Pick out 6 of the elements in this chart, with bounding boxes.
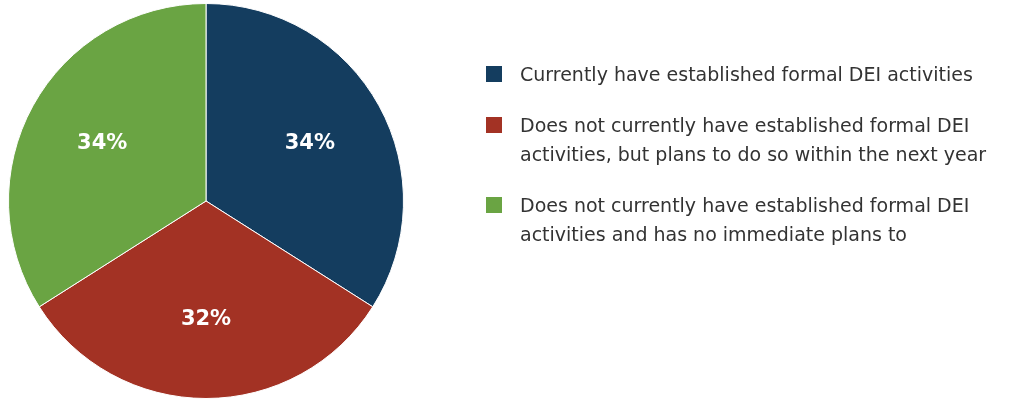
data-label: 34% bbox=[284, 130, 335, 155]
legend-label: Does not currently have established formal DEI activities, but plans to do so within the next year bbox=[520, 113, 988, 167]
legend-label: Currently have established formal DEI activities bbox=[520, 62, 974, 87]
data-label: 34% bbox=[77, 130, 128, 155]
legend-label: Does not currently have established formal DEI activities and has no immediate plans to bbox=[520, 193, 971, 247]
data-label: 32% bbox=[180, 305, 232, 330]
